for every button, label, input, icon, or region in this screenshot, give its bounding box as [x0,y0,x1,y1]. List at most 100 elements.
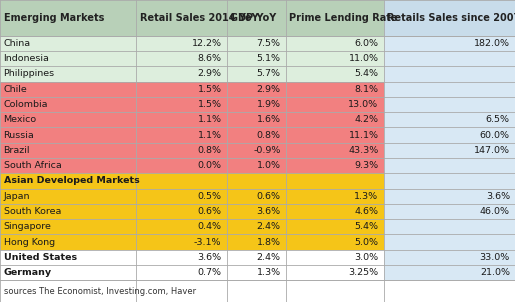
Text: 4.2%: 4.2% [354,115,379,124]
Bar [227,127,286,143]
Text: Indonesia: Indonesia [4,54,49,63]
Text: -3.1%: -3.1% [194,238,221,246]
Bar [286,97,384,112]
Bar [227,265,286,280]
Bar [227,250,286,265]
Text: 0.6%: 0.6% [256,192,281,201]
Bar [0,127,136,143]
Bar [227,143,286,158]
Bar [136,66,227,82]
Text: 4.6%: 4.6% [354,207,379,216]
Text: Retail Sales 2014 YoY: Retail Sales 2014 YoY [140,13,259,23]
Text: 1.5%: 1.5% [197,85,221,94]
Bar [136,204,227,219]
Bar [384,204,515,219]
Bar [0,36,136,51]
Bar [227,0,286,36]
Text: 2.9%: 2.9% [256,85,281,94]
Text: 3.0%: 3.0% [354,253,379,262]
Bar [286,51,384,66]
Bar [286,82,384,97]
Text: 1.6%: 1.6% [256,115,281,124]
Text: 147.0%: 147.0% [474,146,510,155]
Bar [286,234,384,250]
Text: 1.3%: 1.3% [256,268,281,277]
Text: 0.4%: 0.4% [197,222,221,231]
Bar [136,173,227,188]
Text: GDP YoY: GDP YoY [230,13,277,23]
Text: 3.6%: 3.6% [197,253,221,262]
Bar [0,143,136,158]
Bar [384,82,515,97]
Bar [227,66,286,82]
Bar [384,51,515,66]
Bar [0,66,136,82]
Text: Colombia: Colombia [4,100,48,109]
Bar [384,158,515,173]
Text: 43.3%: 43.3% [348,146,379,155]
Bar [136,265,227,280]
Bar [286,143,384,158]
Bar [0,280,515,302]
Text: -0.9%: -0.9% [253,146,281,155]
Text: 1.9%: 1.9% [256,100,281,109]
Bar [0,158,136,173]
Text: Russia: Russia [4,130,35,140]
Text: 0.5%: 0.5% [197,192,221,201]
Text: 13.0%: 13.0% [349,100,379,109]
Text: 5.1%: 5.1% [256,54,281,63]
Bar [136,219,227,234]
Bar [286,0,384,36]
Text: 46.0%: 46.0% [480,207,510,216]
Bar [227,97,286,112]
Text: 5.4%: 5.4% [354,222,379,231]
Bar [0,219,136,234]
Bar [136,250,227,265]
Bar [227,51,286,66]
Bar [227,204,286,219]
Text: Chile: Chile [4,85,27,94]
Bar [384,173,515,188]
Bar [384,143,515,158]
Text: Mexico: Mexico [4,115,37,124]
Text: Asian Developed Markets: Asian Developed Markets [4,176,140,185]
Text: 3.6%: 3.6% [256,207,281,216]
Text: 1.3%: 1.3% [354,192,379,201]
Bar [136,36,227,51]
Text: 3.25%: 3.25% [349,268,379,277]
Text: 1.0%: 1.0% [256,161,281,170]
Bar [286,219,384,234]
Text: 33.0%: 33.0% [479,253,510,262]
Text: Prime Lending Rate: Prime Lending Rate [289,13,398,23]
Bar [227,219,286,234]
Text: Hong Kong: Hong Kong [4,238,55,246]
Text: South Korea: South Korea [4,207,61,216]
Bar [384,112,515,127]
Bar [136,143,227,158]
Bar [286,250,384,265]
Bar [227,234,286,250]
Text: 0.8%: 0.8% [197,146,221,155]
Bar [0,234,136,250]
Text: 60.0%: 60.0% [480,130,510,140]
Bar [0,51,136,66]
Bar [286,66,384,82]
Text: China: China [4,39,31,48]
Text: 8.6%: 8.6% [197,54,221,63]
Bar [384,0,515,36]
Text: 0.8%: 0.8% [256,130,281,140]
Bar [0,250,136,265]
Bar [0,204,136,219]
Text: Japan: Japan [4,192,30,201]
Bar [384,250,515,265]
Bar [136,112,227,127]
Bar [384,265,515,280]
Bar [136,234,227,250]
Bar [384,234,515,250]
Text: 5.7%: 5.7% [256,69,281,78]
Text: Germany: Germany [4,268,52,277]
Bar [227,82,286,97]
Bar [384,66,515,82]
Bar [136,188,227,204]
Bar [0,82,136,97]
